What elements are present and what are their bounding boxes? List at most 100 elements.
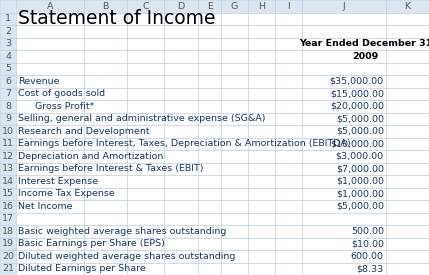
Bar [386,138,429,150]
Bar [199,125,221,138]
Bar [275,75,302,87]
Bar [199,225,221,238]
Bar [16,25,84,37]
Text: 10: 10 [2,127,14,136]
Text: $10,000.00: $10,000.00 [330,139,384,148]
Bar [164,87,199,100]
Bar [221,263,248,275]
Bar [84,163,127,175]
Text: $1,000.00: $1,000.00 [336,177,384,186]
Bar [16,62,84,75]
Bar [0,138,16,150]
Bar [302,213,386,225]
Bar [16,188,84,200]
Bar [0,62,16,75]
Bar [0,175,16,188]
Bar [84,112,127,125]
Bar [221,138,248,150]
Bar [221,163,248,175]
Bar [275,250,302,263]
Bar [164,238,199,250]
Bar [199,250,221,263]
Bar [16,112,84,125]
Bar [275,100,302,112]
Text: 3: 3 [5,39,11,48]
Bar [16,263,84,275]
Bar [84,37,127,50]
Bar [84,100,127,112]
Bar [127,213,164,225]
Bar [275,163,302,175]
Bar [275,37,302,50]
Bar [221,112,248,125]
Bar [16,37,84,50]
Bar [248,50,275,62]
Bar [0,200,16,213]
Bar [199,25,221,37]
Text: Diluted Earnings per Share: Diluted Earnings per Share [18,264,146,273]
Bar [302,263,386,275]
Bar [84,200,127,213]
Bar [221,200,248,213]
Bar [16,50,84,62]
Bar [164,75,199,87]
Bar [199,50,221,62]
Bar [248,263,275,275]
Bar [275,150,302,163]
Bar [386,50,429,62]
Bar [199,87,221,100]
Text: 14: 14 [2,177,14,186]
Bar [199,0,221,12]
Bar [302,100,386,112]
Bar [127,37,164,50]
Text: Selling, general and administrative expense (SG&A): Selling, general and administrative expe… [18,114,266,123]
Bar [127,250,164,263]
Bar [127,87,164,100]
Bar [199,112,221,125]
Bar [84,87,127,100]
Bar [302,163,386,175]
Bar [221,75,248,87]
Text: 11: 11 [2,139,14,148]
Bar [16,200,84,213]
Text: B: B [102,2,109,11]
Bar [164,175,199,188]
Bar [386,163,429,175]
Bar [0,250,16,263]
Bar [127,138,164,150]
Bar [0,100,16,112]
Bar [199,175,221,188]
Text: 4: 4 [5,52,11,61]
Bar [84,225,127,238]
Bar [0,238,16,250]
Bar [275,225,302,238]
Bar [302,12,386,25]
Bar [127,100,164,112]
Text: $8.33: $8.33 [356,264,384,273]
Bar [127,163,164,175]
Bar [275,213,302,225]
Bar [248,188,275,200]
Bar [221,62,248,75]
Bar [386,100,429,112]
Bar [0,225,16,238]
Bar [302,250,386,263]
Bar [199,188,221,200]
Bar [275,125,302,138]
Bar [127,263,164,275]
Bar [275,112,302,125]
Text: 12: 12 [2,152,14,161]
Text: 7: 7 [5,89,11,98]
Bar [386,87,429,100]
Text: Statement of Income: Statement of Income [18,9,215,28]
Bar [164,62,199,75]
Text: Earnings before Interest, Taxes, Depreciation & Amortization (EBITDA): Earnings before Interest, Taxes, Depreci… [18,139,350,148]
Bar [248,87,275,100]
Bar [386,25,429,37]
Bar [0,112,16,125]
Bar [127,150,164,163]
Text: 20: 20 [2,252,14,261]
Bar [164,163,199,175]
Bar [16,225,84,238]
Text: K: K [405,2,411,11]
